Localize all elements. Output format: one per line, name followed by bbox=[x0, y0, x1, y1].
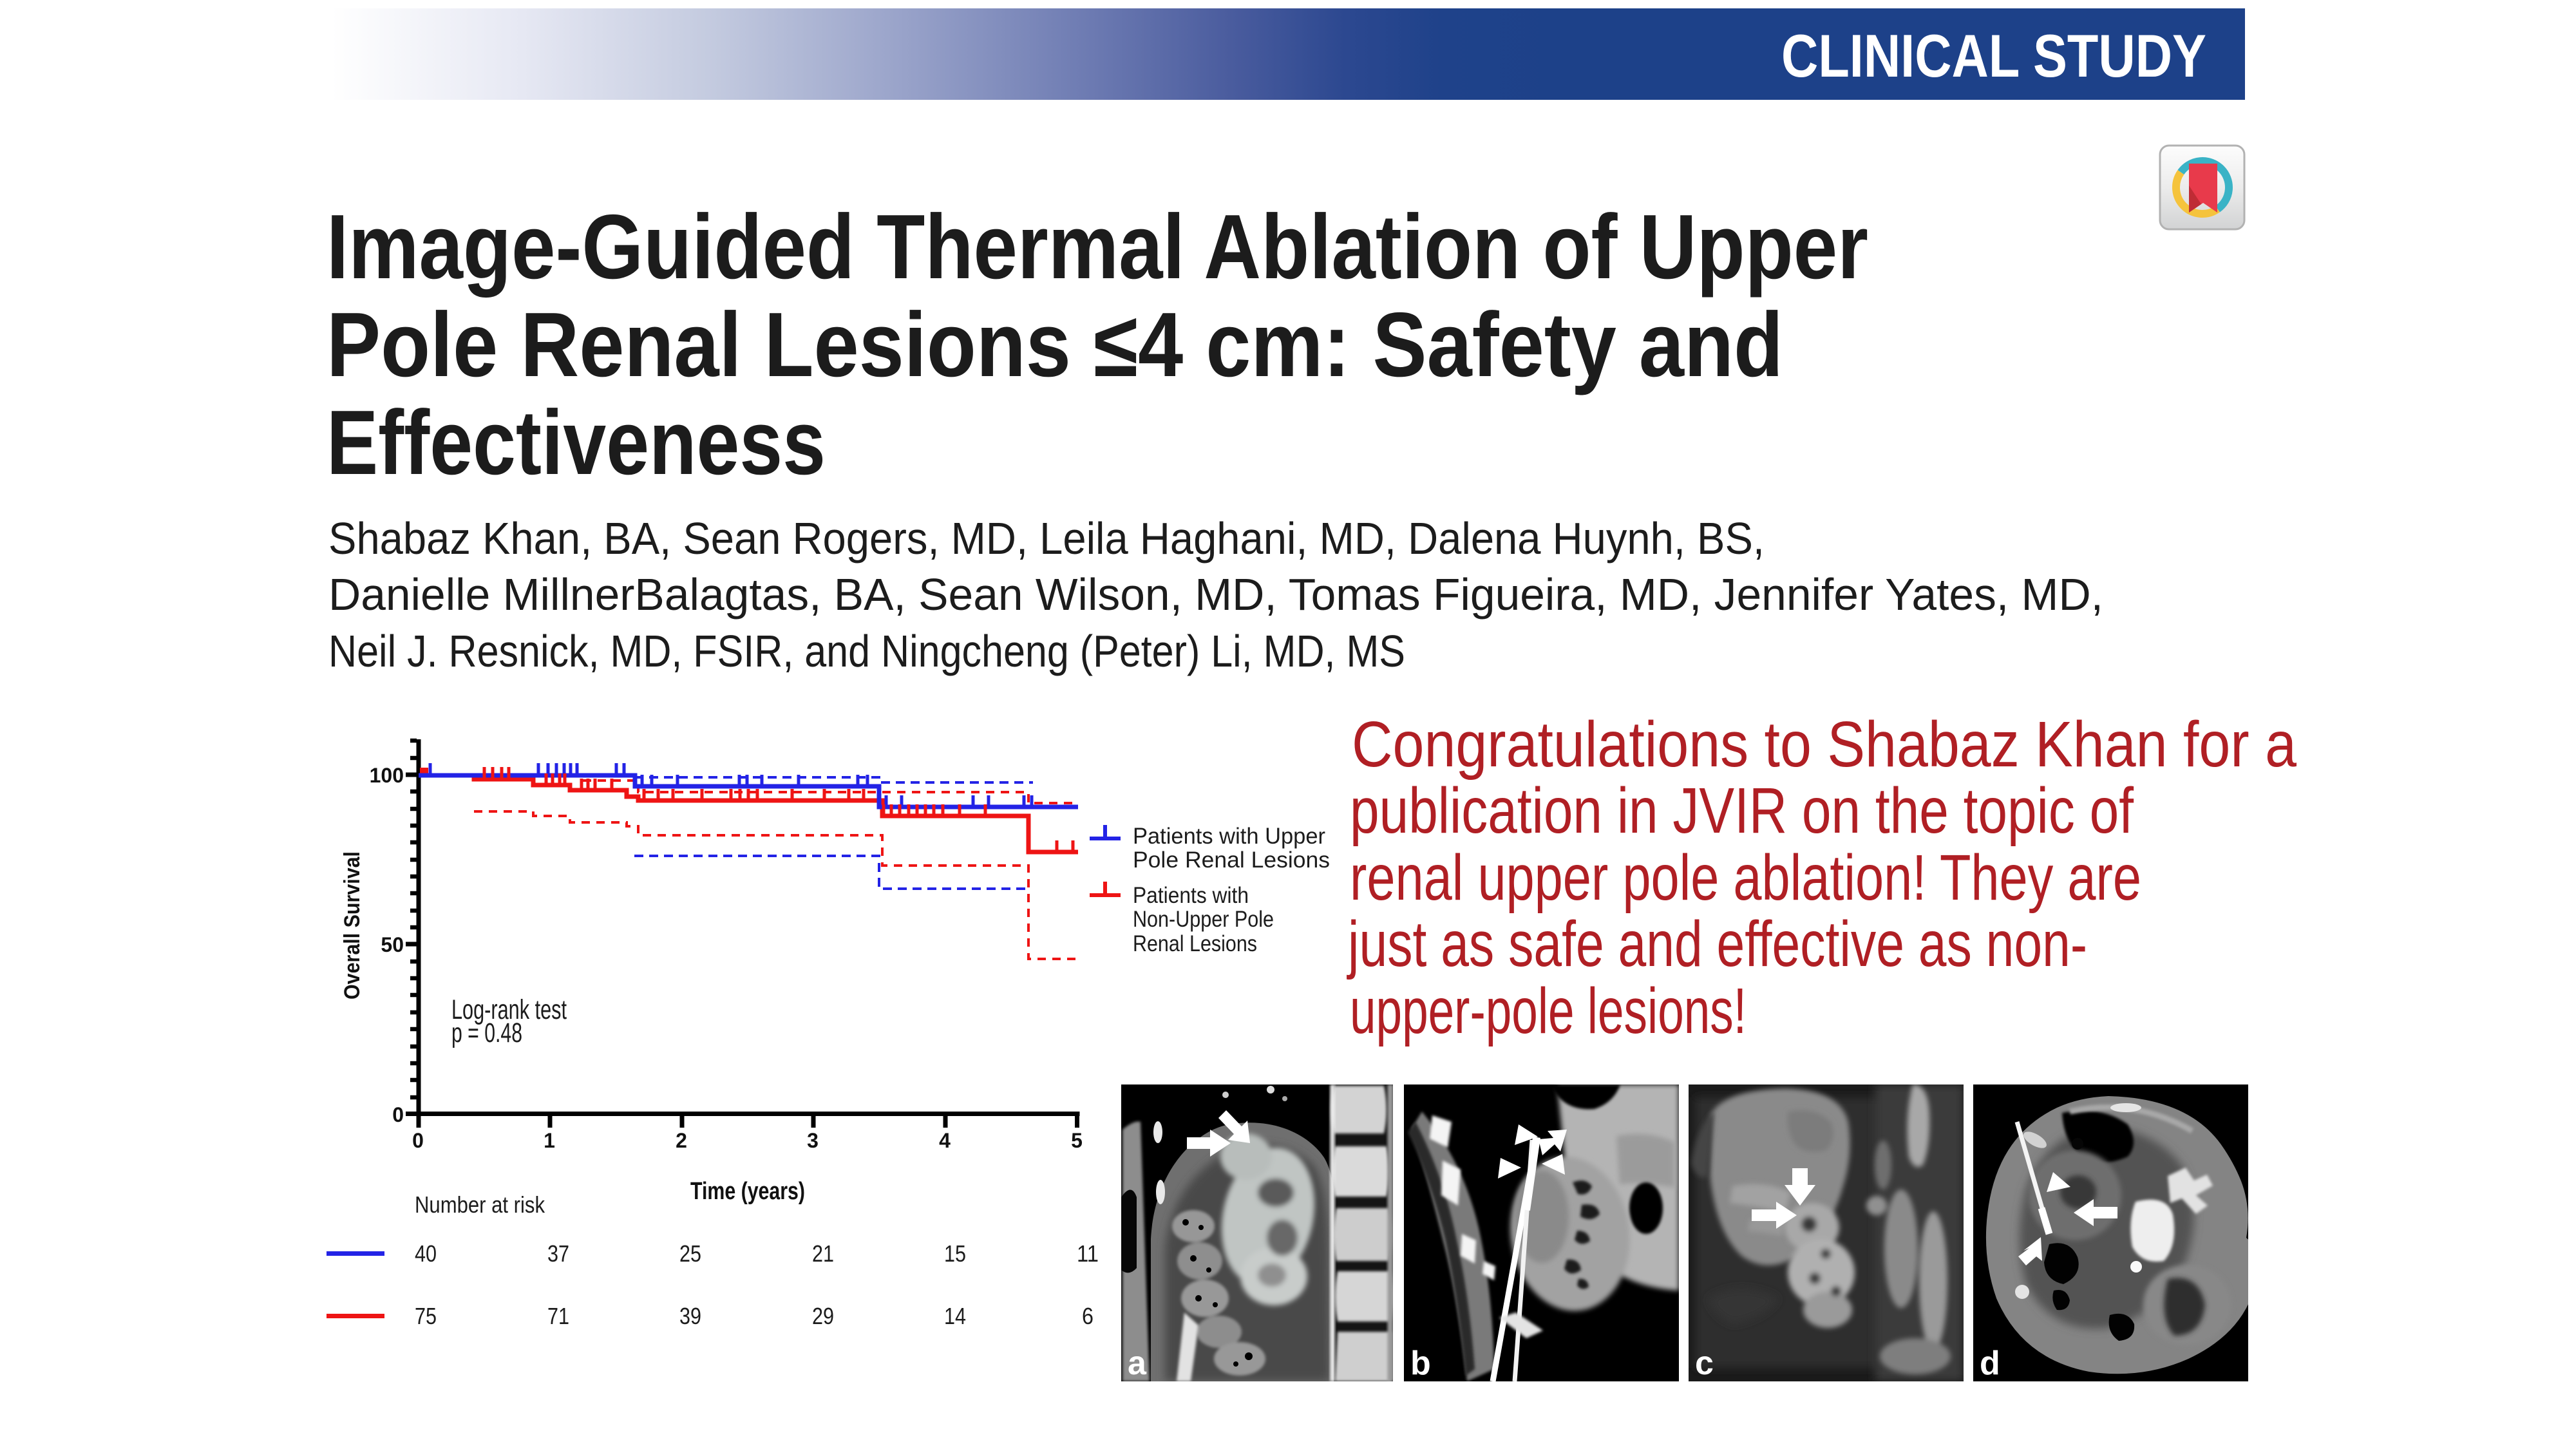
svg-text:2: 2 bbox=[676, 1129, 687, 1152]
svg-text:4: 4 bbox=[939, 1129, 951, 1152]
svg-text:11: 11 bbox=[1077, 1240, 1099, 1267]
svg-text:Non-Upper Pole: Non-Upper Pole bbox=[1133, 907, 1274, 932]
svg-text:25: 25 bbox=[679, 1240, 701, 1267]
svg-text:6: 6 bbox=[1082, 1303, 1094, 1329]
svg-text:50: 50 bbox=[381, 933, 404, 956]
svg-text:29: 29 bbox=[812, 1303, 834, 1329]
svg-text:Shabaz Khan, BA, Sean Rogers,: Shabaz Khan, BA, Sean Rogers, MD, Leila … bbox=[328, 513, 1765, 564]
svg-text:b: b bbox=[1410, 1345, 1431, 1382]
svg-text:Number at risk: Number at risk bbox=[415, 1191, 545, 1218]
svg-text:Image-Guided Thermal Ablation: Image-Guided Thermal Ablation of Upper bbox=[327, 196, 1868, 298]
svg-text:Patients with Upper: Patients with Upper bbox=[1133, 824, 1325, 849]
svg-text:just as safe and effective as: just as safe and effective as non- bbox=[1347, 908, 2087, 980]
svg-text:39: 39 bbox=[679, 1303, 701, 1329]
svg-text:1: 1 bbox=[544, 1129, 555, 1152]
svg-text:Patients with: Patients with bbox=[1133, 883, 1249, 908]
svg-text:40: 40 bbox=[415, 1240, 437, 1267]
svg-text:CLINICAL STUDY: CLINICAL STUDY bbox=[1781, 22, 2206, 90]
svg-text:renal upper pole ablation! The: renal upper pole ablation! They are bbox=[1350, 842, 2141, 914]
svg-text:Danielle MillnerBalagtas, BA,: Danielle MillnerBalagtas, BA, Sean Wilso… bbox=[328, 569, 2103, 620]
svg-text:5: 5 bbox=[1071, 1129, 1083, 1152]
svg-text:14: 14 bbox=[944, 1303, 966, 1329]
svg-text:publication in JVIR on the top: publication in JVIR on the topic of bbox=[1350, 775, 2134, 847]
svg-text:Congratulations to Shabaz Khan: Congratulations to Shabaz Khan for a bbox=[1352, 708, 2297, 781]
svg-text:75: 75 bbox=[415, 1303, 437, 1329]
svg-text:d: d bbox=[1980, 1345, 2000, 1382]
svg-text:21: 21 bbox=[812, 1240, 834, 1267]
svg-text:0: 0 bbox=[392, 1103, 404, 1126]
svg-text:Renal Lesions: Renal Lesions bbox=[1133, 931, 1257, 956]
svg-text:71: 71 bbox=[547, 1303, 569, 1329]
svg-text:Effectiveness: Effectiveness bbox=[327, 392, 826, 494]
svg-text:Pole Renal Lesions: Pole Renal Lesions bbox=[1133, 848, 1330, 873]
svg-text:0: 0 bbox=[412, 1129, 424, 1152]
svg-text:Time (years): Time (years) bbox=[690, 1178, 805, 1205]
svg-text:Pole Renal Lesions ≤4 cm: Safe: Pole Renal Lesions ≤4 cm: Safety and bbox=[327, 294, 1783, 396]
svg-text:Neil J. Resnick, MD, FSIR, and: Neil J. Resnick, MD, FSIR, and Ningcheng… bbox=[328, 626, 1405, 676]
svg-text:a: a bbox=[1128, 1345, 1147, 1382]
svg-text:37: 37 bbox=[547, 1240, 569, 1267]
svg-text:Log-rank test: Log-rank test bbox=[451, 994, 567, 1025]
svg-text:upper-pole lesions!: upper-pole lesions! bbox=[1350, 975, 1747, 1047]
svg-text:100: 100 bbox=[370, 764, 404, 787]
svg-text:Overall Survival: Overall Survival bbox=[340, 851, 365, 999]
svg-text:3: 3 bbox=[807, 1129, 819, 1152]
svg-text:p = 0.48: p = 0.48 bbox=[451, 1018, 522, 1048]
svg-text:c: c bbox=[1695, 1345, 1714, 1382]
svg-text:15: 15 bbox=[944, 1240, 966, 1267]
